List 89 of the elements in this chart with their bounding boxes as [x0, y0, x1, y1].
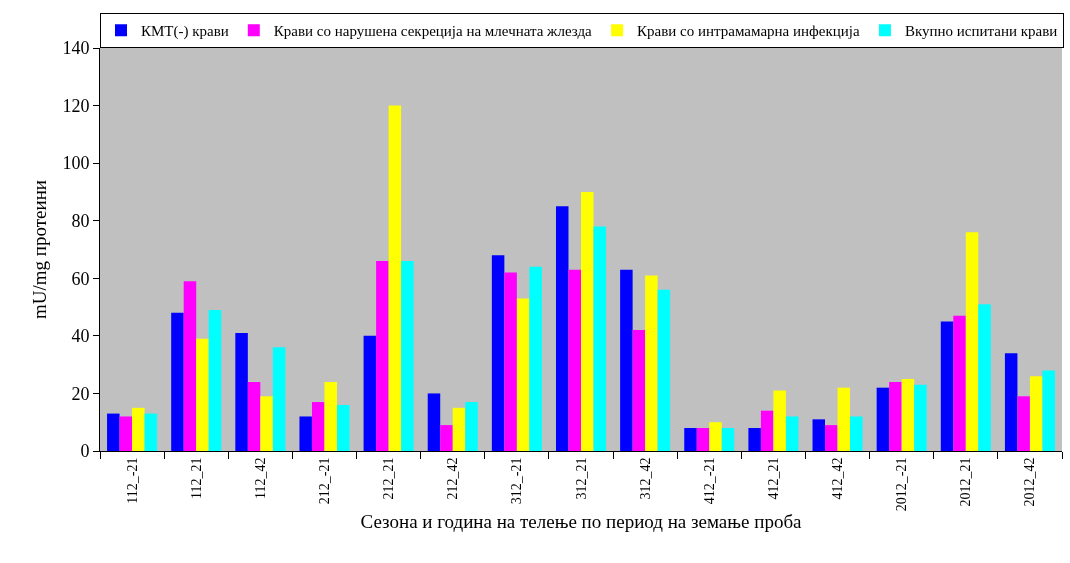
bar: [760, 410, 774, 451]
bar: [208, 309, 222, 451]
x-tick-label: 212_-21: [317, 457, 333, 505]
y-tick-label: 40: [71, 326, 90, 347]
bar: [593, 226, 607, 451]
bar: [581, 191, 594, 451]
x-tick-label: 2012_21: [958, 457, 974, 507]
y-tick-label: 120: [62, 95, 90, 116]
bar: [1029, 376, 1043, 451]
x-axis-title: Сезона и година на телење по период на земање проба: [360, 511, 803, 533]
bar: [940, 321, 954, 451]
bar: [953, 315, 966, 451]
bar: [837, 387, 851, 451]
bar: [299, 416, 312, 451]
y-axis-title: mU/mg протеини: [29, 180, 51, 319]
bar: [1017, 396, 1030, 451]
bar: [1042, 370, 1055, 451]
bar: [171, 312, 184, 451]
bar: [427, 393, 441, 451]
bar: [914, 384, 927, 451]
bar: [901, 379, 915, 451]
bar: [825, 425, 838, 451]
bar: [401, 261, 414, 451]
bar: [1004, 353, 1018, 451]
bar: [465, 402, 478, 451]
x-tick-label: 112_21: [188, 457, 204, 500]
bar: [773, 390, 786, 451]
x-tick-label: 412_42: [830, 457, 846, 500]
legend-label: Крави со интрамамарна инфекција: [637, 23, 860, 40]
x-tick-label: 2012_42: [1022, 457, 1038, 507]
bar: [709, 422, 722, 451]
bar: [388, 105, 402, 451]
bar: [555, 206, 569, 451]
x-tick-label: 212_21: [381, 457, 397, 500]
legend-label: Крави со нарушена секреција на млечната жлезда: [273, 23, 593, 40]
bar: [785, 416, 799, 451]
legend-label: КМТ(-) крави: [141, 23, 229, 41]
bar: [144, 413, 158, 451]
bar: [978, 304, 991, 451]
legend-label: Вкупно испитани крави: [904, 23, 1058, 40]
bar: [440, 425, 453, 451]
y-tick-label: 140: [62, 38, 90, 59]
bar: [119, 416, 133, 451]
bar: [324, 381, 337, 451]
x-tick-label: 212_42: [445, 457, 461, 500]
bar: [620, 269, 633, 451]
bar: [568, 269, 581, 451]
bar: [657, 289, 671, 451]
bar: [260, 396, 273, 451]
bar: [529, 266, 542, 451]
bar: [247, 381, 261, 451]
bar: [376, 261, 389, 451]
x-tick-label: 312_-21: [509, 457, 525, 505]
bar: [889, 381, 902, 451]
y-tick-label: 20: [71, 383, 90, 404]
y-tick-label: 60: [71, 268, 90, 289]
bar: [272, 347, 286, 451]
bar: [632, 330, 646, 451]
bar: [336, 404, 350, 451]
bar: [812, 419, 826, 451]
x-tick-label: 312_21: [573, 457, 589, 500]
bar: [504, 272, 517, 451]
bar: [491, 255, 505, 451]
bar: [452, 407, 466, 451]
x-tick-label: 2012_-21: [894, 457, 910, 512]
x-tick-label: 412_21: [765, 457, 781, 500]
bar: [850, 416, 863, 451]
bar: [876, 387, 890, 451]
y-tick-label: 80: [71, 211, 90, 232]
bar: [363, 335, 377, 451]
bar: [196, 338, 209, 451]
bar: [965, 232, 979, 451]
bar: [696, 427, 710, 451]
y-tick-label: 100: [62, 153, 90, 174]
x-tick-label: 312_42: [637, 457, 653, 500]
bar: [183, 281, 197, 451]
x-tick-label: 112_42: [252, 457, 268, 500]
bar: [684, 427, 697, 451]
bar: [235, 332, 248, 451]
bar: [645, 275, 658, 451]
y-tick-label: 0: [80, 441, 90, 462]
bar: [311, 402, 325, 451]
bar: [721, 427, 735, 451]
bar: [107, 413, 120, 451]
bar: [516, 298, 530, 451]
bar: [748, 427, 761, 451]
x-tick-label: 112_-21: [124, 457, 140, 504]
x-tick-label: 412_-21: [701, 457, 717, 505]
bar: [132, 407, 145, 451]
